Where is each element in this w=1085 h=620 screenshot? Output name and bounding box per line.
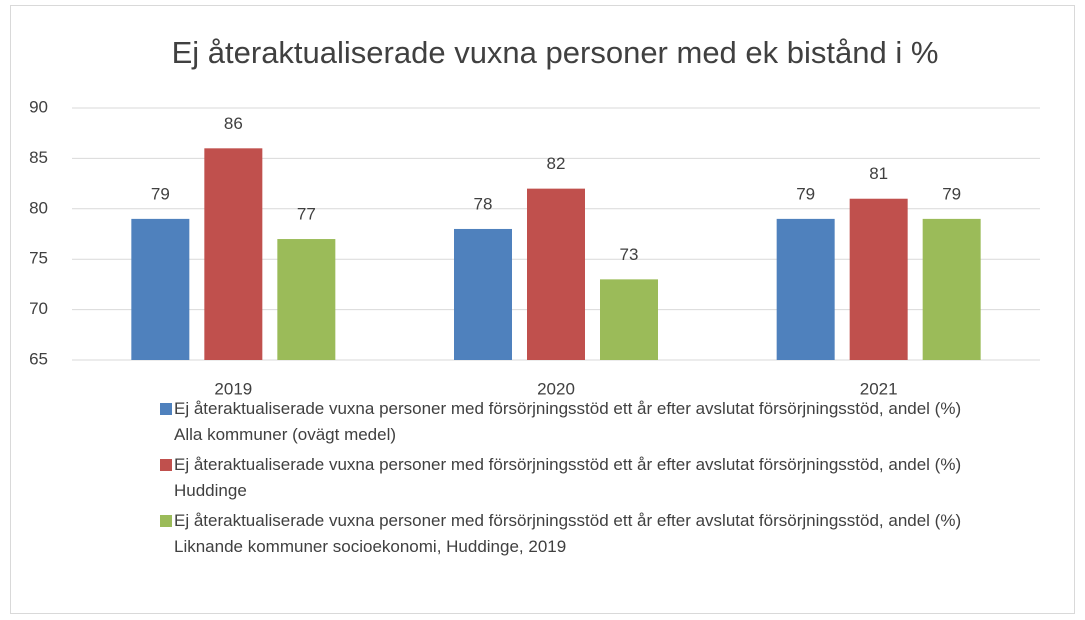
legend-entry: Ej återaktualiserade vuxna personer med … bbox=[160, 396, 980, 448]
legend-label: Ej återaktualiserade vuxna personer med … bbox=[174, 511, 962, 556]
y-tick-label: 70 bbox=[29, 299, 48, 318]
bar bbox=[277, 239, 336, 360]
value-label: 79 bbox=[942, 184, 961, 203]
y-tick-label: 75 bbox=[29, 249, 48, 268]
value-label: 86 bbox=[224, 114, 243, 133]
legend-swatch bbox=[160, 403, 172, 415]
bar bbox=[527, 188, 585, 360]
x-tick-label: 2021 bbox=[860, 379, 898, 398]
value-label: 82 bbox=[547, 154, 566, 173]
y-tick-label: 85 bbox=[29, 148, 48, 167]
bar bbox=[600, 279, 658, 360]
x-tick-label: 2019 bbox=[214, 379, 252, 398]
legend-label: Ej återaktualiserade vuxna personer med … bbox=[174, 399, 962, 444]
legend: Ej återaktualiserade vuxna personer med … bbox=[160, 396, 980, 564]
value-label: 73 bbox=[620, 245, 639, 264]
value-label: 78 bbox=[474, 194, 493, 213]
bar bbox=[454, 228, 512, 360]
bar bbox=[776, 218, 835, 360]
bar bbox=[204, 148, 263, 360]
y-tick-label: 65 bbox=[29, 349, 48, 368]
x-tick-label: 2020 bbox=[537, 379, 575, 398]
value-label: 77 bbox=[297, 205, 316, 224]
bar bbox=[849, 198, 908, 360]
legend-entry: Ej återaktualiserade vuxna personer med … bbox=[160, 452, 980, 504]
legend-swatch bbox=[160, 459, 172, 471]
legend-entry: Ej återaktualiserade vuxna personer med … bbox=[160, 508, 980, 560]
legend-swatch bbox=[160, 515, 172, 527]
value-label: 79 bbox=[151, 184, 170, 203]
chart-title: Ej återaktualiserade vuxna personer med … bbox=[172, 35, 939, 70]
y-tick-label: 90 bbox=[29, 97, 48, 116]
value-label: 79 bbox=[796, 184, 815, 203]
value-label: 81 bbox=[869, 164, 888, 183]
bar bbox=[922, 218, 981, 360]
bar bbox=[131, 218, 190, 360]
y-tick-label: 80 bbox=[29, 198, 48, 217]
legend-label: Ej återaktualiserade vuxna personer med … bbox=[174, 455, 962, 500]
